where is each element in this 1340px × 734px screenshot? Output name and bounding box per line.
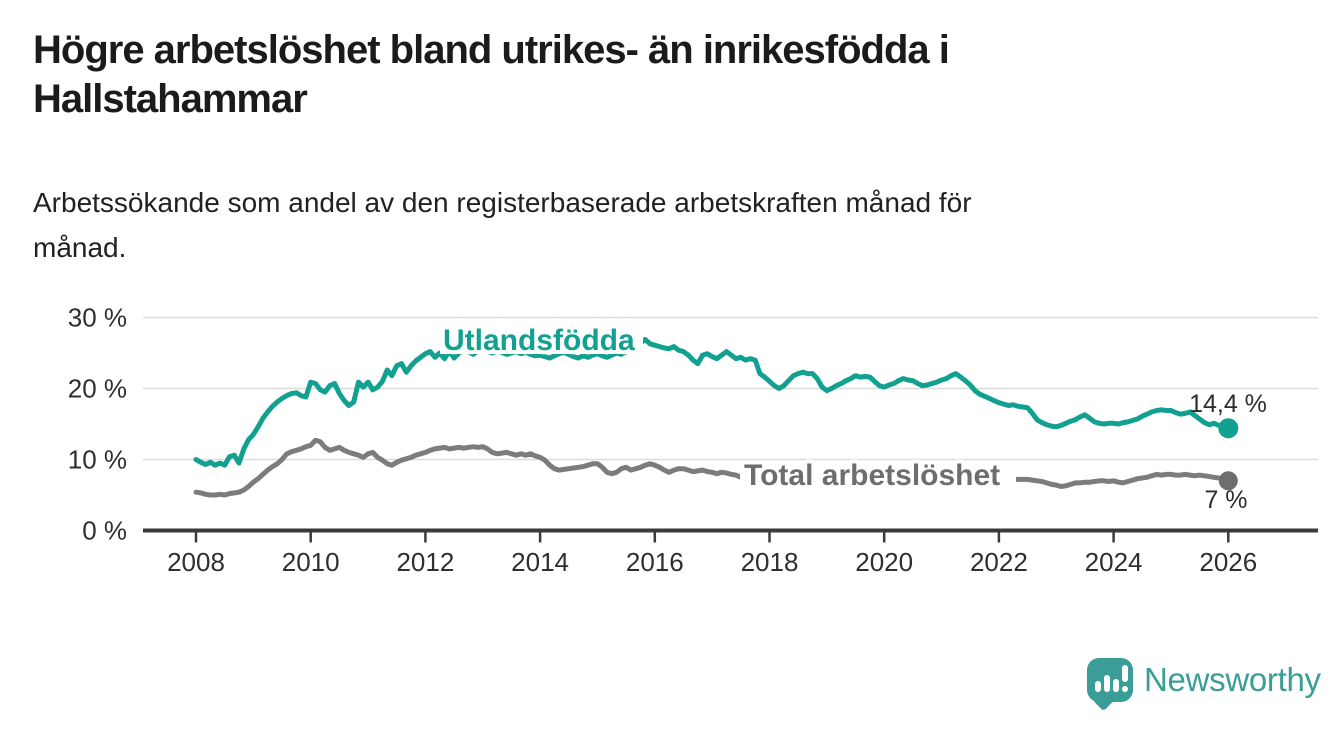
page-subtitle: Arbetssökande som andel av den registerb…: [33, 187, 972, 264]
x-axis: 2008 2010 2012 2014 2016 2018 2020 2022 2024 2026: [143, 528, 1318, 577]
series-path-total: [193, 437, 1231, 498]
end-dot-utlandsfodda: [1218, 418, 1239, 439]
y-tick-label: 0 %: [82, 516, 127, 546]
x-tick-label: 2016: [626, 547, 684, 577]
x-tick-label: 2022: [970, 547, 1028, 577]
x-tick-label: 2012: [396, 547, 454, 577]
x-tick-label: 2014: [511, 547, 569, 577]
x-tick-label: 2026: [1199, 547, 1257, 577]
newsworthy-logo[interactable]: Newsworthy: [1087, 654, 1321, 706]
newsworthy-speech-bubble-chart-icon: [1087, 658, 1133, 702]
newsworthy-logo-text: Newsworthy: [1144, 661, 1321, 698]
x-tick-label: 2020: [855, 547, 913, 577]
y-tick-label: 10 %: [68, 445, 127, 475]
y-tick-label: 20 %: [68, 374, 127, 404]
series-lines: [193, 337, 1239, 498]
end-value-label-utlandsfodda: 14,4 %: [1189, 390, 1267, 418]
x-tick-label: 2008: [167, 547, 225, 577]
x-tick-label: 2024: [1085, 547, 1143, 577]
end-dot-total: [1218, 471, 1238, 491]
series-label-mask-total: [740, 463, 1016, 489]
x-tick-label: 2010: [282, 547, 340, 577]
series-path-utlandsfodda: [193, 337, 1231, 468]
series-label-total-arbetsloshet: Total arbetslöshet: [744, 459, 1000, 492]
series-label-utlandsfodda: Utlandsfödda: [443, 324, 635, 357]
x-tick-label: 2018: [741, 547, 799, 577]
y-tick-label: 30 %: [68, 303, 127, 333]
page-title: Högre arbetslöshet bland utrikes- än inr…: [33, 28, 950, 121]
end-value-label-total: 7 %: [1204, 486, 1247, 514]
y-axis-labels: 0 % 10 % 20 % 30 %: [68, 303, 127, 546]
series-label-mask-utlandsfodda: [440, 324, 643, 354]
